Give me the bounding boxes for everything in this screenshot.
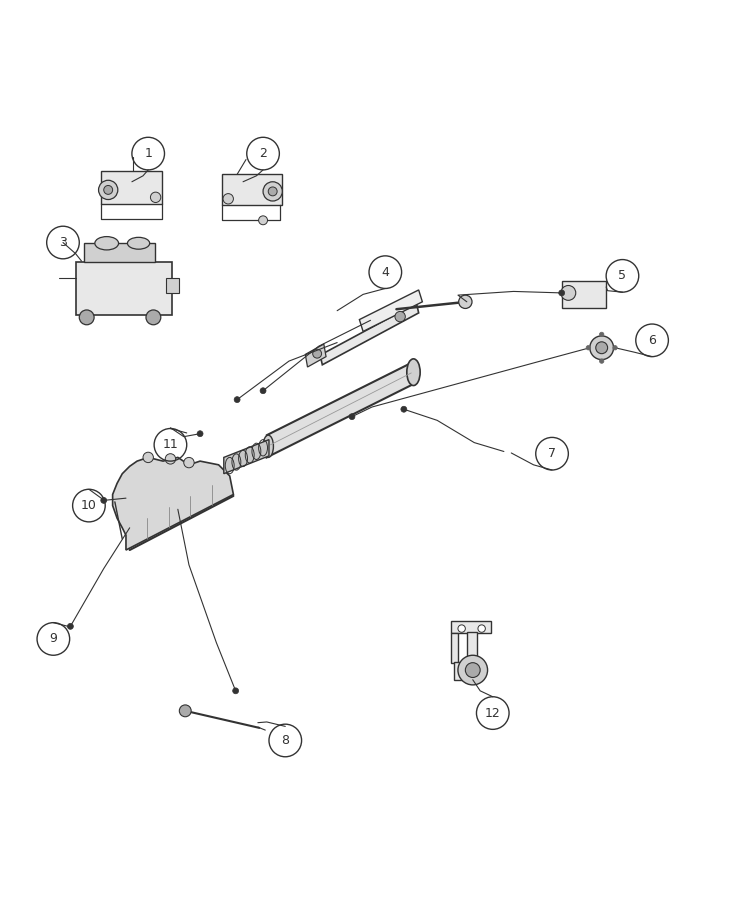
FancyBboxPatch shape xyxy=(84,243,155,262)
Circle shape xyxy=(395,311,405,322)
Polygon shape xyxy=(320,303,419,364)
Circle shape xyxy=(67,624,73,629)
Ellipse shape xyxy=(407,359,420,385)
FancyBboxPatch shape xyxy=(76,262,172,315)
FancyBboxPatch shape xyxy=(562,281,606,308)
Circle shape xyxy=(465,662,480,678)
Circle shape xyxy=(268,187,277,196)
FancyBboxPatch shape xyxy=(451,621,491,633)
FancyBboxPatch shape xyxy=(454,662,482,680)
Text: 9: 9 xyxy=(50,633,57,645)
Circle shape xyxy=(104,185,113,194)
Circle shape xyxy=(184,457,194,468)
Circle shape xyxy=(586,346,591,350)
Text: 10: 10 xyxy=(81,500,97,512)
Circle shape xyxy=(459,295,472,309)
Polygon shape xyxy=(113,457,233,550)
FancyBboxPatch shape xyxy=(451,633,458,662)
Ellipse shape xyxy=(95,237,119,250)
Circle shape xyxy=(165,454,176,464)
Circle shape xyxy=(590,336,614,360)
Circle shape xyxy=(259,216,268,225)
Polygon shape xyxy=(267,361,415,457)
FancyBboxPatch shape xyxy=(222,175,282,205)
Circle shape xyxy=(401,406,407,412)
Text: 11: 11 xyxy=(162,438,179,451)
Circle shape xyxy=(79,310,94,325)
Circle shape xyxy=(263,182,282,201)
Ellipse shape xyxy=(263,436,273,457)
Text: 6: 6 xyxy=(648,334,656,346)
Circle shape xyxy=(146,310,161,325)
Circle shape xyxy=(143,452,153,463)
Circle shape xyxy=(101,498,107,503)
Circle shape xyxy=(458,655,488,685)
Polygon shape xyxy=(305,344,326,367)
FancyBboxPatch shape xyxy=(166,278,179,293)
Text: 3: 3 xyxy=(59,236,67,249)
FancyBboxPatch shape xyxy=(467,632,477,662)
Polygon shape xyxy=(359,290,422,331)
Circle shape xyxy=(596,342,608,354)
Circle shape xyxy=(260,388,266,393)
Text: 7: 7 xyxy=(548,447,556,460)
Circle shape xyxy=(99,180,118,200)
Circle shape xyxy=(223,194,233,204)
Circle shape xyxy=(599,332,604,337)
Text: 8: 8 xyxy=(282,734,289,747)
Ellipse shape xyxy=(127,238,150,249)
Circle shape xyxy=(313,349,322,358)
Polygon shape xyxy=(224,439,269,473)
Circle shape xyxy=(458,625,465,633)
Circle shape xyxy=(559,290,565,296)
Circle shape xyxy=(478,625,485,633)
Text: 2: 2 xyxy=(259,147,267,160)
Text: 12: 12 xyxy=(485,706,501,720)
Circle shape xyxy=(234,397,240,402)
Circle shape xyxy=(150,192,161,202)
Circle shape xyxy=(179,705,191,716)
Text: 5: 5 xyxy=(619,269,626,283)
Circle shape xyxy=(561,285,576,301)
Circle shape xyxy=(613,346,617,350)
Circle shape xyxy=(599,359,604,364)
Circle shape xyxy=(233,688,239,694)
Circle shape xyxy=(197,431,203,436)
FancyBboxPatch shape xyxy=(101,171,162,204)
Text: 1: 1 xyxy=(144,147,152,160)
Text: 4: 4 xyxy=(382,266,389,279)
Circle shape xyxy=(349,414,355,419)
